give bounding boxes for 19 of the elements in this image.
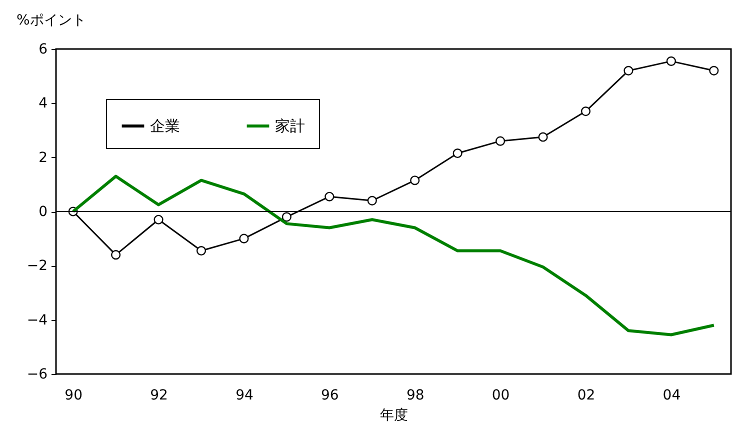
x-tick-label: 02 xyxy=(577,388,596,404)
x-axis-title: 年度 xyxy=(380,408,408,424)
x-tick-label: 90 xyxy=(64,388,83,404)
y-tick-label: 2 xyxy=(38,150,48,166)
y-tick-label: −6 xyxy=(26,366,48,382)
y-tick-label: −2 xyxy=(26,258,48,274)
y-tick-label: 0 xyxy=(38,204,48,220)
y-tick-label: 4 xyxy=(38,96,48,112)
x-tick-label: 94 xyxy=(236,388,254,404)
x-tick-label: 00 xyxy=(492,388,510,404)
y-tick-label: −4 xyxy=(26,312,48,328)
y-tick-label: 6 xyxy=(38,42,48,58)
x-tick-label: 04 xyxy=(662,388,681,404)
x-tick-label: 92 xyxy=(150,388,168,404)
legend-label: 家計 xyxy=(275,117,305,135)
x-tick-label: 98 xyxy=(406,388,424,404)
x-tick-label: 96 xyxy=(321,388,339,404)
y-axis-title: %ポイント xyxy=(16,12,86,28)
legend-label: 企業 xyxy=(150,117,180,135)
